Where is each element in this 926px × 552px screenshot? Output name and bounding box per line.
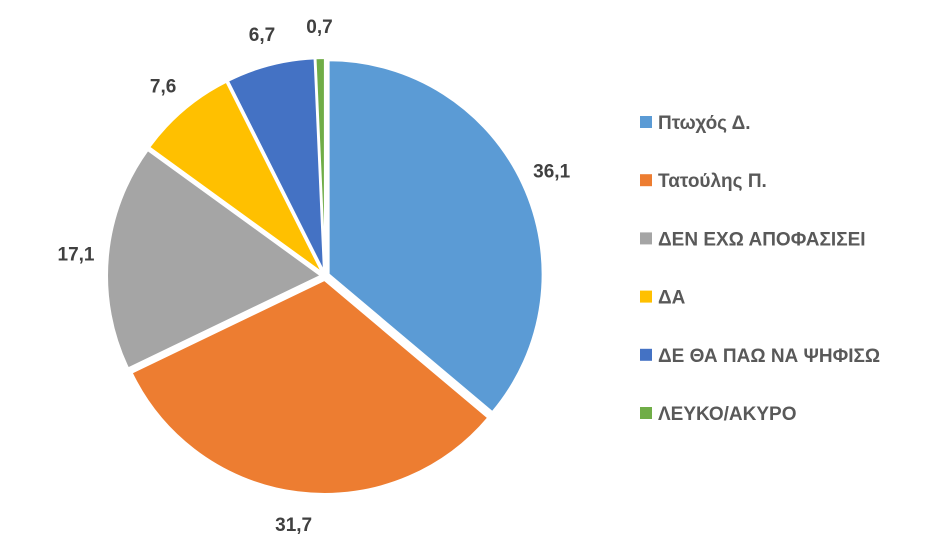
legend-label: ΛΕΥΚΟ/ΑΚΥΡΟ: [658, 404, 797, 425]
legend-label: ΔΕ ΘΑ ΠΑΩ ΝΑ ΨΗΦΙΣΩ: [658, 346, 880, 367]
pie-slices: [106, 57, 544, 495]
legend-label: Πτωχός Δ.: [658, 113, 751, 134]
pie-slice: [130, 278, 490, 495]
legend-swatch: [640, 232, 652, 245]
legend-label: Τατούλης Π.: [658, 171, 767, 192]
data-labels: 36,1 31,7 17,1 7,6 6,7 0,7: [58, 17, 571, 536]
legend-swatch: [640, 407, 652, 419]
legend-swatch: [640, 116, 652, 128]
pie-slice: [147, 80, 324, 274]
legend-label: ΔΑ: [658, 288, 686, 309]
data-label: 6,7: [249, 25, 275, 46]
legend-swatch: [640, 348, 652, 361]
legend: Πτωχός Δ. Τατούλης Π. ΔΕΝ ΕΧΩ ΑΠΟΦΑΣΙΣΕΙ ΔΑ…: [640, 113, 880, 425]
pie-slice: [106, 148, 323, 370]
pie-slice: [314, 57, 326, 273]
data-label: 17,1: [58, 245, 95, 266]
data-label: 7,6: [150, 77, 176, 98]
pie-slice: [226, 57, 325, 273]
data-label: 31,7: [275, 515, 312, 536]
pie-slice: [327, 59, 544, 414]
legend-swatch: [640, 290, 652, 303]
legend-label: ΔΕΝ ΕΧΩ ΑΠΟΦΑΣΙΣΕΙ: [658, 229, 866, 250]
data-label: 0,7: [306, 17, 332, 38]
legend-swatch: [640, 174, 652, 187]
data-label: 36,1: [533, 162, 570, 183]
